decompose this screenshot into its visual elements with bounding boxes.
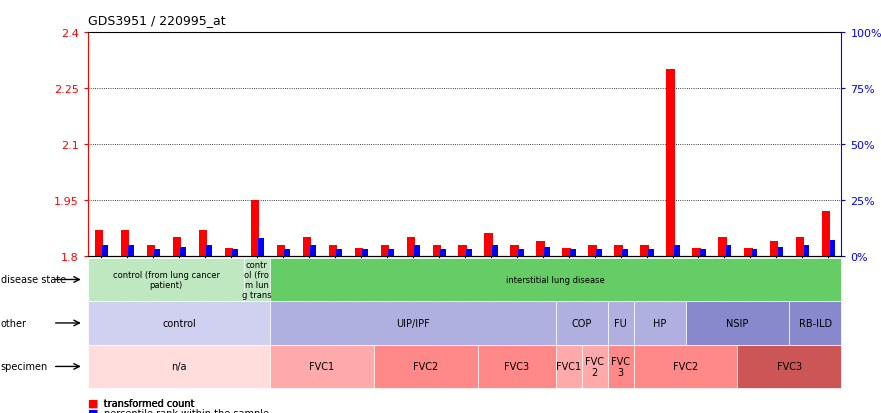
Bar bbox=[277, 245, 285, 256]
Bar bbox=[458, 245, 467, 256]
Bar bbox=[362, 249, 368, 256]
Bar bbox=[692, 249, 700, 256]
Bar bbox=[726, 245, 731, 256]
Bar bbox=[544, 247, 550, 256]
Text: transformed count: transformed count bbox=[104, 398, 195, 408]
Bar bbox=[648, 249, 654, 256]
Text: specimen: specimen bbox=[1, 361, 48, 372]
Bar bbox=[181, 247, 186, 256]
Text: FVC2: FVC2 bbox=[413, 361, 439, 372]
Bar bbox=[433, 245, 440, 256]
Bar bbox=[562, 249, 571, 256]
Text: FU: FU bbox=[614, 318, 627, 328]
Text: FVC3: FVC3 bbox=[777, 361, 802, 372]
Bar bbox=[510, 245, 519, 256]
Bar bbox=[596, 249, 602, 256]
Bar bbox=[674, 245, 679, 256]
Text: GDS3951 / 220995_at: GDS3951 / 220995_at bbox=[88, 14, 226, 27]
Text: FVC3: FVC3 bbox=[504, 361, 529, 372]
Bar bbox=[121, 230, 130, 256]
Bar bbox=[796, 237, 804, 256]
Text: ■: ■ bbox=[88, 398, 99, 408]
Text: control: control bbox=[162, 318, 196, 328]
Text: interstitial lung disease: interstitial lung disease bbox=[507, 275, 605, 284]
Text: ■  transformed count: ■ transformed count bbox=[88, 398, 195, 408]
Bar bbox=[803, 245, 810, 256]
Text: percentile rank within the sample: percentile rank within the sample bbox=[104, 408, 269, 413]
Bar bbox=[778, 247, 783, 256]
Bar bbox=[147, 245, 155, 256]
Bar bbox=[233, 249, 238, 256]
Bar bbox=[329, 245, 337, 256]
Bar bbox=[589, 245, 596, 256]
Bar bbox=[640, 245, 648, 256]
Bar bbox=[466, 249, 471, 256]
Bar bbox=[95, 230, 103, 256]
Bar bbox=[129, 245, 134, 256]
Bar bbox=[537, 241, 544, 256]
Bar bbox=[258, 238, 264, 256]
Bar bbox=[751, 249, 758, 256]
Text: disease state: disease state bbox=[1, 275, 66, 285]
Bar bbox=[830, 240, 835, 256]
Text: ■: ■ bbox=[88, 408, 99, 413]
Bar bbox=[700, 249, 706, 256]
Bar bbox=[570, 249, 575, 256]
Bar bbox=[492, 245, 498, 256]
Bar bbox=[102, 245, 108, 256]
Bar bbox=[770, 241, 779, 256]
Text: FVC
3: FVC 3 bbox=[611, 356, 630, 377]
Text: contr
ol (fro
m lun
g trans: contr ol (fro m lun g trans bbox=[242, 261, 271, 299]
Bar bbox=[173, 237, 181, 256]
Bar bbox=[310, 245, 316, 256]
Bar bbox=[303, 237, 311, 256]
Bar bbox=[337, 249, 342, 256]
Bar bbox=[822, 211, 831, 256]
Text: control (from lung cancer
patient): control (from lung cancer patient) bbox=[113, 271, 219, 289]
Bar bbox=[518, 249, 523, 256]
Text: NSIP: NSIP bbox=[726, 318, 749, 328]
Bar bbox=[440, 249, 446, 256]
Bar bbox=[154, 249, 160, 256]
Bar bbox=[381, 245, 389, 256]
Text: FVC1: FVC1 bbox=[309, 361, 335, 372]
Text: other: other bbox=[1, 318, 27, 328]
Bar bbox=[199, 230, 207, 256]
Text: FVC1: FVC1 bbox=[556, 361, 581, 372]
Bar bbox=[744, 249, 752, 256]
Text: COP: COP bbox=[572, 318, 592, 328]
Text: FVC2: FVC2 bbox=[673, 361, 698, 372]
Bar bbox=[718, 237, 727, 256]
Bar bbox=[206, 245, 212, 256]
Text: n/a: n/a bbox=[171, 361, 187, 372]
Bar bbox=[406, 237, 415, 256]
Bar bbox=[251, 200, 259, 256]
Bar bbox=[485, 234, 492, 256]
Text: HP: HP bbox=[653, 318, 666, 328]
Bar bbox=[666, 70, 675, 256]
Bar bbox=[354, 249, 363, 256]
Text: RB-ILD: RB-ILD bbox=[799, 318, 832, 328]
Text: UIP/IPF: UIP/IPF bbox=[396, 318, 430, 328]
Bar bbox=[225, 249, 233, 256]
Bar bbox=[285, 249, 290, 256]
Bar bbox=[389, 249, 394, 256]
Text: FVC
2: FVC 2 bbox=[585, 356, 604, 377]
Bar bbox=[614, 245, 623, 256]
Bar bbox=[622, 249, 627, 256]
Bar bbox=[414, 245, 419, 256]
